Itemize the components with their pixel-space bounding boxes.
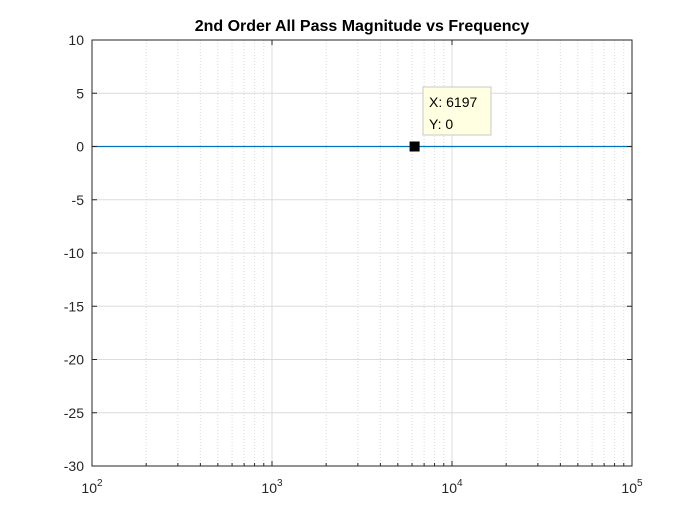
y-tick-label: -25: [64, 405, 84, 421]
datatip-marker[interactable]: [409, 141, 420, 152]
x-tick-label: 102: [81, 478, 103, 496]
datatip-box: [422, 86, 492, 136]
x-tick-label: 105: [621, 478, 643, 496]
y-tick-label: -20: [64, 352, 84, 368]
y-tick-label: -10: [64, 245, 84, 261]
y-tick-label: 0: [76, 139, 84, 155]
y-tick-label: -5: [72, 192, 85, 208]
datatip-y-label: Y: 0: [429, 116, 453, 132]
x-tick-label: 104: [441, 478, 463, 496]
datatip[interactable]: X: 6197 Y: 0: [409, 86, 492, 152]
x-tick-label: 103: [261, 478, 283, 496]
y-tick-label: -15: [64, 298, 84, 314]
x-axis-ticks: 102 103 104 105: [81, 40, 643, 496]
chart-title: 2nd Order All Pass Magnitude vs Frequenc…: [195, 18, 530, 35]
y-tick-label: -30: [64, 458, 84, 474]
y-tick-label: 10: [68, 32, 84, 48]
y-tick-label: 5: [76, 85, 84, 101]
y-axis-ticks: 10 5 0 -5 -10 -15 -20 -25 -30: [64, 32, 632, 474]
datatip-x-label: X: 6197: [429, 94, 477, 110]
